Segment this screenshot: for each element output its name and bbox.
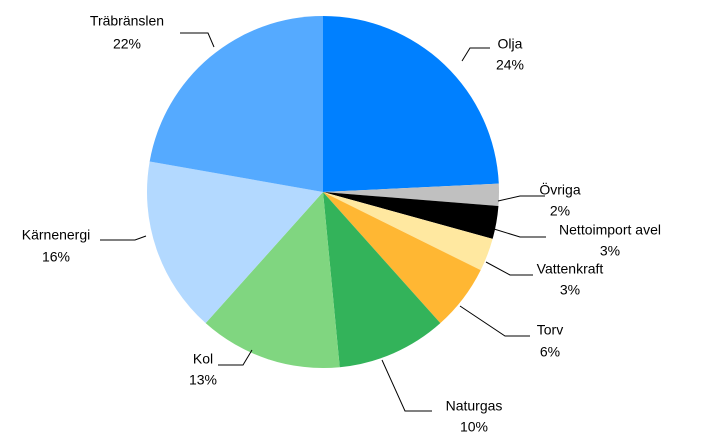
slice-value-label: 3% [560, 282, 580, 298]
pie-slice [323, 192, 481, 324]
slice-value-label: 10% [460, 419, 488, 433]
pie-slice [146, 161, 323, 324]
slice-value-label: 16% [42, 249, 70, 265]
slice-value-label: 24% [496, 57, 524, 73]
pie-slice [323, 192, 493, 271]
slice-label: Naturgas [446, 398, 503, 414]
slice-value-label: 13% [189, 372, 217, 388]
pie-slice [323, 16, 499, 192]
slice-value-label: 3% [600, 243, 620, 259]
pie-slice [323, 192, 499, 239]
leader-line [459, 305, 530, 337]
leader-line [493, 228, 546, 238]
leader-line [497, 195, 545, 202]
slice-value-label: 6% [540, 344, 560, 360]
leader-line [381, 359, 432, 412]
slice-label: Vattenkraft [537, 261, 604, 277]
pie-slice [323, 192, 441, 368]
slice-label: Kol [193, 351, 213, 367]
leader-line [461, 47, 490, 62]
slice-label: Övriga [539, 181, 580, 198]
leader-line [100, 235, 147, 241]
pie-slice [323, 183, 500, 206]
slice-label: Olja [498, 36, 523, 52]
slice-label: Nettoimport avel [559, 222, 661, 238]
leader-line [485, 261, 533, 276]
leader-line [218, 349, 253, 366]
slice-label: Torv [537, 322, 563, 338]
pie-slice [149, 16, 323, 192]
slice-value-label: 2% [550, 203, 570, 219]
slice-label: Träbränslen [90, 13, 164, 29]
slice-label: Kärnenergi [22, 227, 91, 243]
pie-slice [205, 192, 340, 368]
slice-value-label: 22% [113, 36, 141, 52]
leader-line [180, 32, 215, 48]
